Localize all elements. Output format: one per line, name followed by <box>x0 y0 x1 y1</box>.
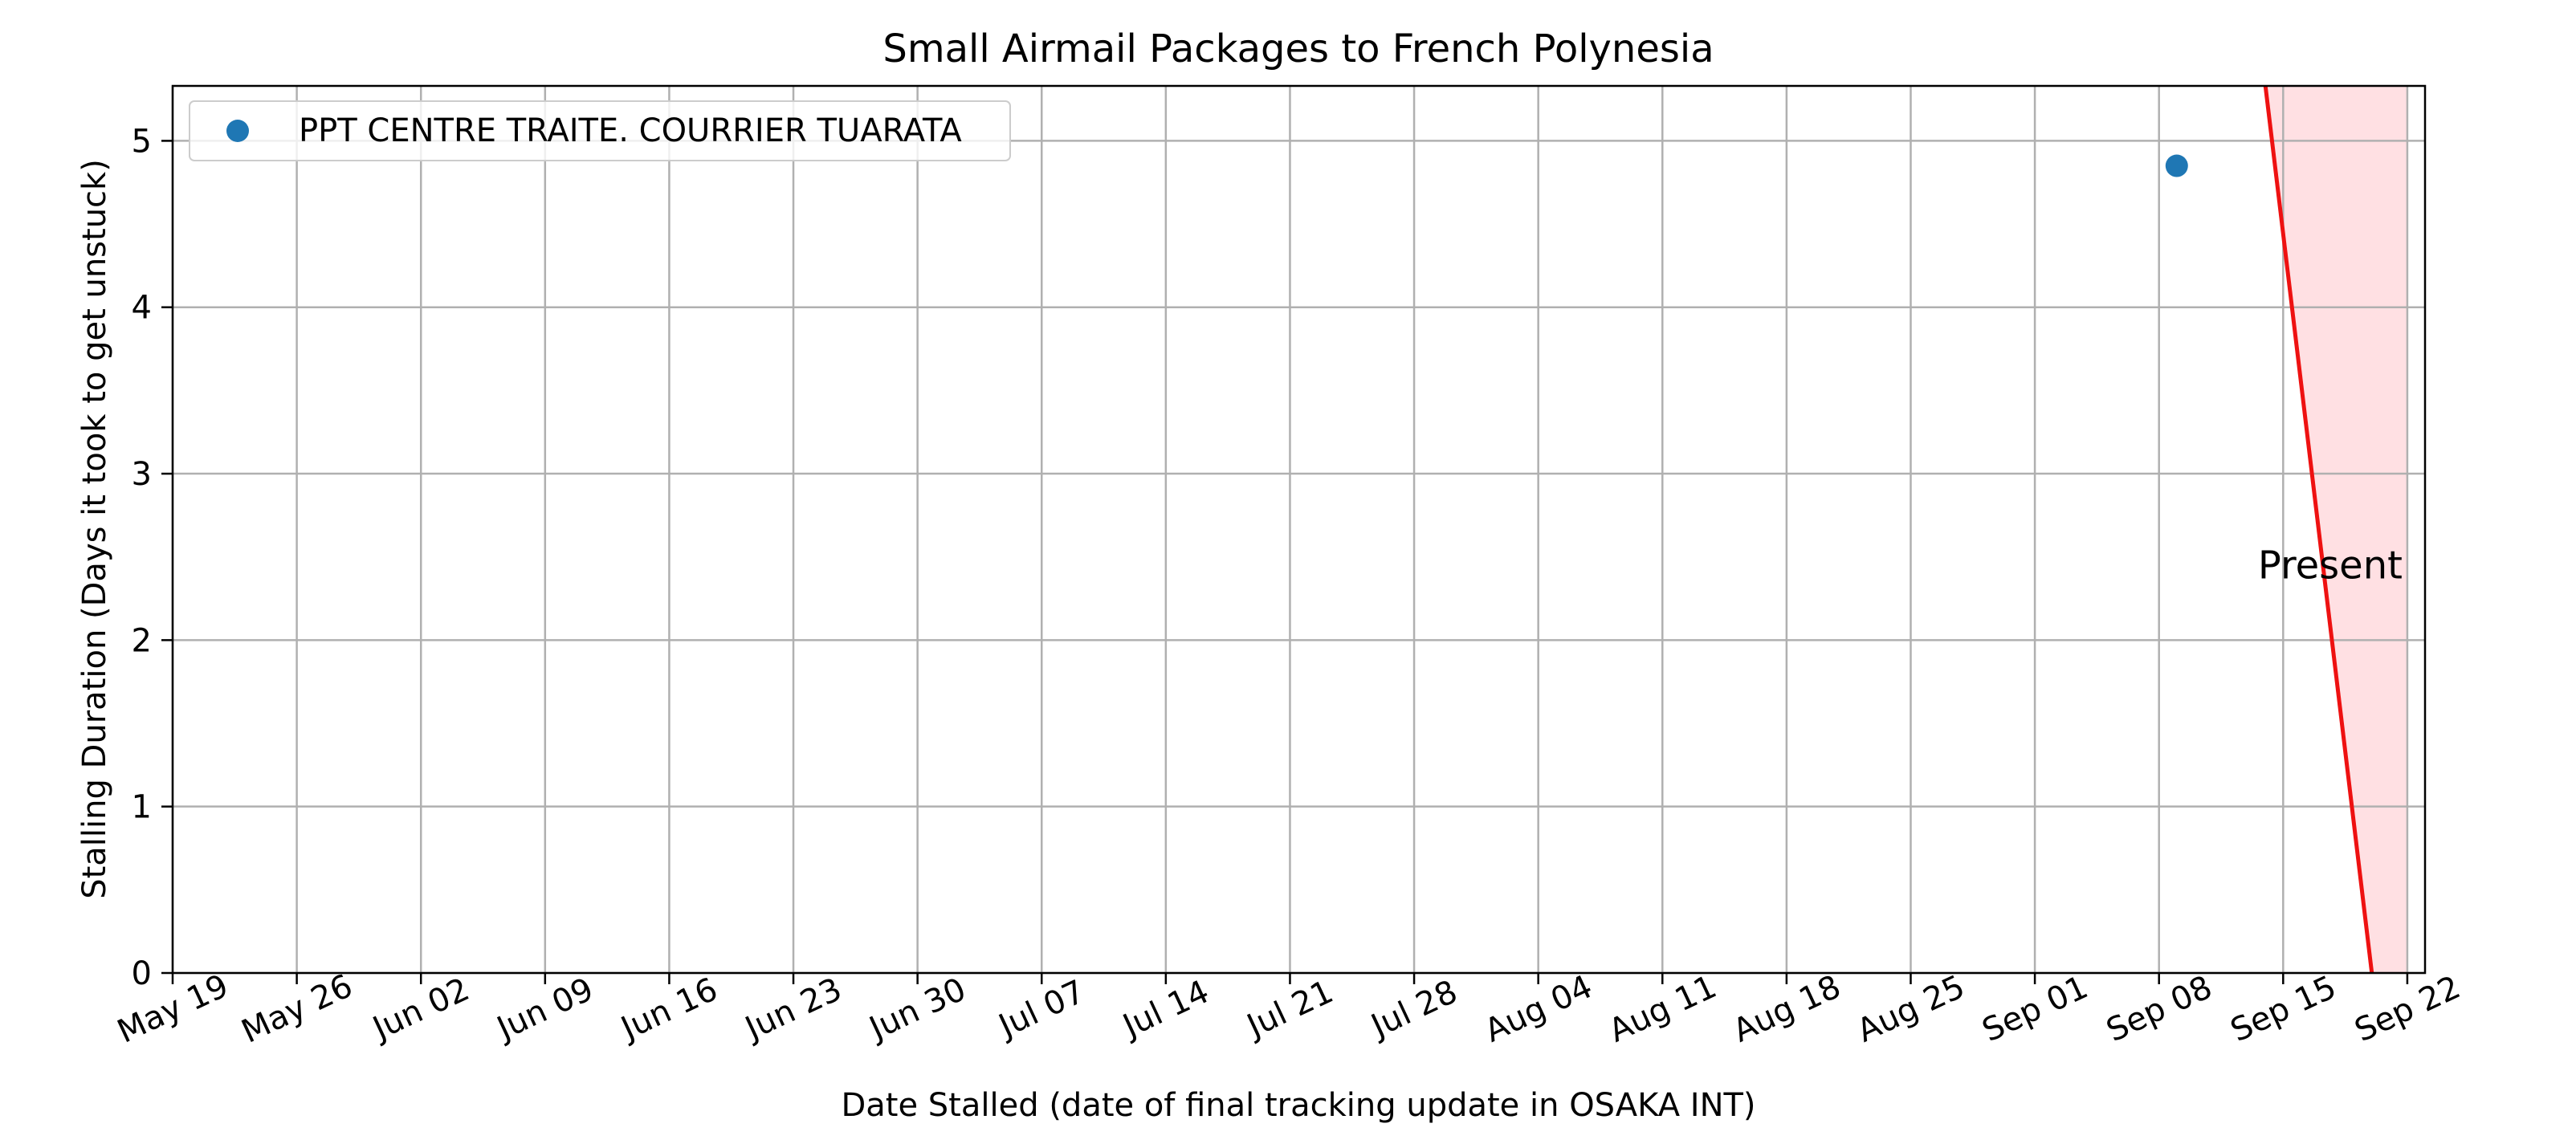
y-tick-label: 1 <box>132 789 152 826</box>
y-tick-label: 5 <box>132 123 152 160</box>
present-label: Present <box>2258 543 2403 588</box>
legend: PPT CENTRE TRAITE. COURRIER TUARATA <box>189 100 1011 161</box>
data-point <box>2165 154 2188 177</box>
y-tick-label: 4 <box>132 290 152 327</box>
plot-frame <box>171 84 2427 975</box>
legend-label: PPT CENTRE TRAITE. COURRIER TUARATA <box>299 112 962 149</box>
y-tick-label: 3 <box>132 456 152 493</box>
y-tick-label: 2 <box>132 622 152 659</box>
y-axis-label: Stalling Duration (Days it took to get u… <box>76 159 113 899</box>
x-axis-label: Date Stalled (date of final tracking upd… <box>841 1087 1755 1124</box>
legend-box <box>189 100 1011 161</box>
chart-title: Small Airmail Packages to French Polynes… <box>882 26 1714 71</box>
y-tick-label: 0 <box>132 955 152 992</box>
legend-marker <box>226 120 249 142</box>
present-line <box>2263 85 2374 974</box>
